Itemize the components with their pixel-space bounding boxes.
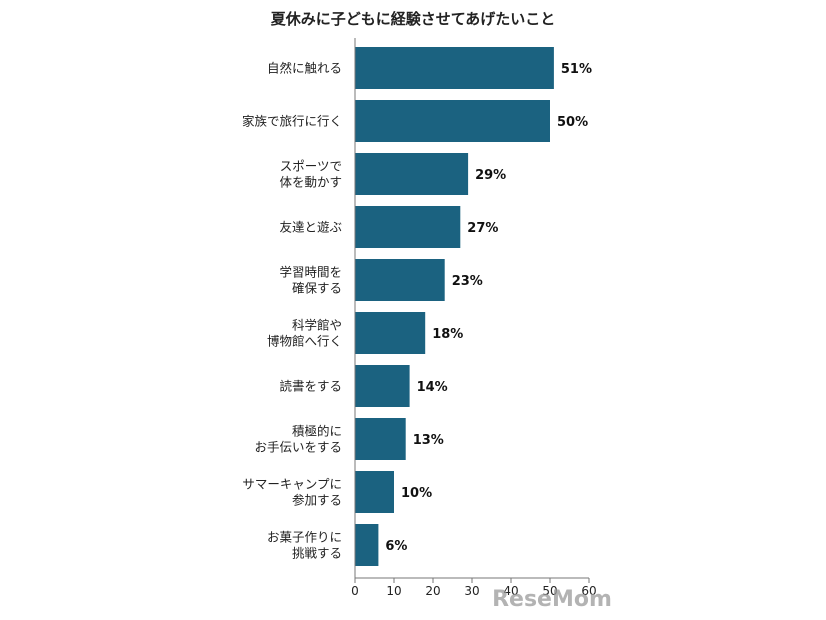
- category-label-8-line-1: 積極的に: [292, 424, 342, 439]
- value-label-6: 18%: [432, 327, 463, 342]
- category-label-2: 家族で旅行に行く: [242, 114, 342, 129]
- x-tick-label-30: 30: [464, 584, 479, 598]
- value-label-5: 23%: [452, 274, 483, 289]
- x-tick-label-40: 40: [503, 584, 518, 598]
- category-label-3-line-2: 体を動かす: [279, 175, 342, 190]
- chart-title: 夏休みに子どもに経験させてあげたいこと: [270, 10, 556, 28]
- value-label-3: 29%: [475, 168, 506, 183]
- bar-10: [355, 524, 379, 566]
- category-label-7: 読書をする: [279, 379, 342, 394]
- category-label-5-line-2: 確保する: [292, 281, 342, 296]
- bar-9: [355, 471, 394, 513]
- category-label-5-line-1: 学習時間を: [279, 265, 342, 280]
- x-tick-label-0: 0: [351, 584, 359, 598]
- bar-3: [355, 153, 469, 195]
- category-label-6-line-1: 科学館や: [292, 318, 342, 333]
- x-tick-label-10: 10: [386, 584, 401, 598]
- category-label-4: 友達と遊ぶ: [279, 220, 342, 235]
- x-tick-label-50: 50: [542, 584, 557, 598]
- value-label-7: 14%: [417, 380, 448, 395]
- bar-1: [355, 47, 554, 89]
- x-axis: 0 10 20 30 40 50 60: [351, 38, 597, 598]
- bar-7: [355, 365, 410, 407]
- value-labels-layer: 51% 50% 29% 27% 23% 18% 14% 13% 10% 6%: [385, 62, 592, 554]
- category-labels-layer: 自然に触れる家族で旅行に行くスポーツで体を動かす友達と遊ぶ学習時間を確保する科学…: [242, 61, 342, 561]
- category-label-8-line-2: お手伝いをする: [254, 440, 342, 455]
- value-label-1: 51%: [561, 62, 592, 77]
- category-label-10-line-2: 挑戦する: [292, 546, 342, 561]
- value-label-4: 27%: [467, 221, 498, 236]
- bar-6: [355, 312, 426, 354]
- bar-5: [355, 259, 445, 301]
- value-label-9: 10%: [401, 486, 432, 501]
- bar-8: [355, 418, 406, 460]
- resemom-watermark: ReseMom: [492, 587, 612, 612]
- bars-layer: [355, 47, 554, 566]
- category-label-3-line-1: スポーツで: [280, 159, 342, 174]
- value-label-10: 6%: [385, 539, 407, 554]
- category-label-1: 自然に触れる: [267, 61, 342, 76]
- x-tick-label-60: 60: [581, 584, 596, 598]
- value-label-2: 50%: [557, 115, 588, 130]
- bar-4: [355, 206, 461, 248]
- bar-2: [355, 100, 550, 142]
- x-tick-label-20: 20: [425, 584, 440, 598]
- category-label-6-line-2: 博物館へ行く: [267, 334, 342, 349]
- category-label-9-line-2: 参加する: [292, 493, 342, 508]
- category-label-9-line-1: サマーキャンプに: [242, 477, 342, 492]
- category-label-10-line-1: お菓子作りに: [267, 530, 342, 545]
- value-label-8: 13%: [413, 433, 444, 448]
